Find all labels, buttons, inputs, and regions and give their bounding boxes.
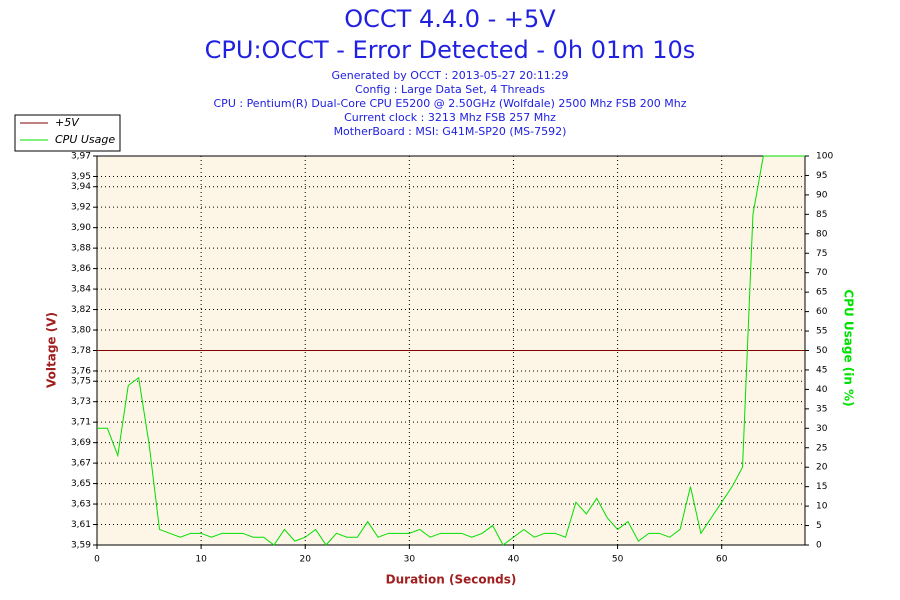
y-tick-label: 3,61: [71, 520, 91, 530]
y2-tick-label: 100: [816, 152, 833, 162]
info-line: MotherBoard : MSI: G41M-SP20 (MS-7592): [334, 125, 567, 138]
x-tick-label: 60: [716, 555, 728, 565]
y2-tick-label: 50: [816, 346, 828, 356]
y2-tick-label: 5: [816, 521, 822, 531]
y-tick-label: 3,71: [71, 418, 91, 428]
y-tick-label: 3,92: [71, 203, 91, 213]
y2-tick-label: 10: [816, 502, 828, 512]
y2-tick-label: 30: [816, 424, 828, 434]
y-tick-label: 3,82: [71, 305, 91, 315]
info-line: Generated by OCCT : 2013-05-27 20:11:29: [331, 69, 568, 82]
x-tick-label: 10: [195, 555, 207, 565]
y2-tick-label: 65: [816, 288, 827, 298]
y-axis-label: Voltage (V): [45, 312, 59, 388]
y-tick-label: 3,90: [71, 223, 91, 233]
y2-tick-label: 20: [816, 463, 828, 473]
y-tick-label: 3,69: [71, 438, 91, 448]
y-tick-label: 3,84: [71, 285, 91, 295]
y-tick-label: 3,88: [71, 244, 91, 254]
series-line: [97, 155, 805, 546]
y-tick-label: 3,59: [71, 541, 91, 551]
y2-tick-label: 15: [816, 482, 827, 492]
y-tick-label: 3,86: [71, 264, 91, 274]
y-tick-label: 3,65: [71, 479, 91, 489]
x-tick-label: 40: [508, 555, 520, 565]
y-tick-label: 3,75: [71, 377, 91, 387]
info-line: Current clock : 3213 Mhz FSB 257 Mhz: [344, 111, 556, 124]
y2-tick-label: 70: [816, 268, 828, 278]
legend-label: +5V: [55, 116, 80, 129]
y2-tick-label: 75: [816, 249, 827, 259]
y-tick-label: 3,63: [71, 500, 91, 510]
legend: [14, 114, 121, 152]
chart-subtitle: CPU:OCCT - Error Detected - 0h 01m 10s: [205, 36, 696, 64]
y2-tick-label: 40: [816, 385, 828, 395]
y2-tick-label: 85: [816, 210, 827, 220]
y2-tick-label: 90: [816, 190, 828, 200]
y2-tick-label: 35: [816, 404, 827, 414]
y-tick-label: 3,95: [71, 172, 91, 182]
info-line: Config : Large Data Set, 4 Threads: [355, 83, 545, 96]
y2-tick-label: 45: [816, 365, 827, 375]
x-tick-label: 50: [612, 555, 624, 565]
y-tick-label: 3,97: [71, 152, 91, 162]
y-tick-label: 3,76: [71, 366, 91, 376]
x-tick-label: 0: [94, 555, 100, 565]
info-line: CPU : Pentium(R) Dual-Core CPU E5200 @ 2…: [214, 97, 687, 110]
y2-tick-label: 60: [816, 307, 828, 317]
y2-tick-label: 80: [816, 229, 828, 239]
y2-tick-label: 0: [816, 541, 822, 551]
y-tick-label: 3,67: [71, 459, 91, 469]
y-tick-label: 3,78: [71, 346, 91, 356]
y-tick-label: 3,73: [71, 397, 91, 407]
y2-axis-label: CPU Usage (in %): [842, 289, 856, 406]
legend-label: CPU Usage: [55, 133, 115, 146]
y-tick-label: 3,80: [71, 326, 91, 336]
x-tick-label: 20: [300, 555, 312, 565]
y2-tick-label: 95: [816, 171, 827, 181]
chart-title: OCCT 4.4.0 - +5V: [344, 5, 556, 33]
y-tick-label: 3,94: [71, 182, 91, 192]
x-axis-label: Duration (Seconds): [386, 573, 517, 587]
x-tick-label: 30: [404, 555, 416, 565]
y2-tick-label: 55: [816, 327, 827, 337]
y2-tick-label: 25: [816, 443, 827, 453]
